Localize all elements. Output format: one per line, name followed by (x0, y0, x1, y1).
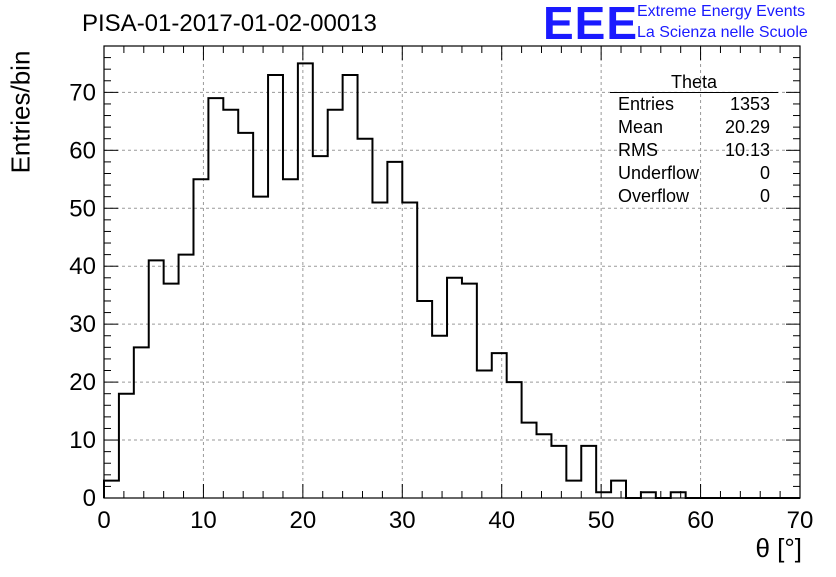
stats-row: Overflow 0 (610, 185, 778, 208)
x-tick-label: 10 (190, 507, 217, 534)
stats-label: Entries (618, 94, 675, 114)
logo-line-2: La Scienza nelle Scuole (637, 24, 808, 41)
stats-value: 0 (759, 163, 770, 183)
x-tick-label: 20 (290, 507, 317, 534)
x-tick-label: 60 (687, 507, 714, 534)
y-tick-label: 10 (69, 427, 96, 454)
stats-row: Entries 1353 (610, 93, 778, 116)
logo-line-1: Extreme Energy Events (637, 3, 806, 20)
stats-label: Overflow (618, 186, 690, 206)
stats-label: RMS (618, 140, 658, 160)
y-tick-label: 20 (69, 369, 96, 396)
x-tick-label: 50 (588, 507, 615, 534)
stats-value: 0 (759, 186, 770, 206)
x-tick-label: 40 (488, 507, 515, 534)
stats-value: 20.29 (724, 117, 770, 137)
x-tick-label: 30 (389, 507, 416, 534)
eee-logo: EEE (543, 0, 639, 49)
chart-title: PISA-01-2017-01-02-00013 (82, 10, 377, 37)
stats-box: Theta Entries 1353 Mean 20.29 RMS 10.13 Und… (610, 72, 778, 208)
stats-label: Mean (618, 117, 664, 137)
stats-value: 1353 (729, 94, 770, 114)
x-tick-label: 0 (97, 507, 110, 534)
stats-label: Underflow (618, 163, 700, 183)
stats-title: Theta (610, 72, 778, 93)
y-tick-label: 30 (69, 311, 96, 338)
y-tick-label: 70 (69, 79, 96, 106)
stats-value: 10.13 (724, 140, 770, 160)
y-tick-label: 40 (69, 253, 96, 280)
y-axis-label: Entries/bin (5, 50, 36, 174)
stats-row: Mean 20.29 (610, 116, 778, 139)
x-tick-label: 70 (787, 507, 814, 534)
x-axis-label: θ [°] (755, 533, 802, 563)
y-tick-label: 0 (83, 485, 96, 512)
plot-frame (103, 45, 801, 499)
y-tick-label: 50 (69, 195, 96, 222)
y-tick-label: 60 (69, 137, 96, 164)
stats-row: Underflow 0 (610, 162, 778, 185)
y-axis-label-wrap: Entries/bin (6, 0, 36, 572)
stats-row: RMS 10.13 (610, 139, 778, 162)
